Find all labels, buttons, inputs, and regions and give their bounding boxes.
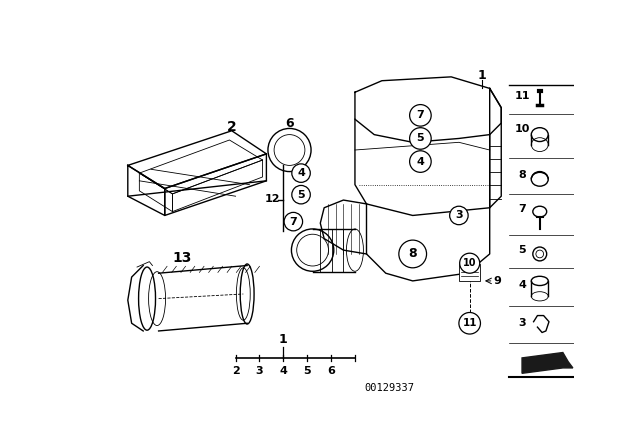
Text: 7: 7 <box>518 204 526 214</box>
Circle shape <box>284 212 303 231</box>
Text: 5: 5 <box>303 366 311 376</box>
Text: 8: 8 <box>408 247 417 260</box>
Text: 3: 3 <box>518 318 526 328</box>
Polygon shape <box>522 353 573 373</box>
FancyBboxPatch shape <box>459 264 481 281</box>
Circle shape <box>410 104 431 126</box>
Text: 10: 10 <box>463 258 476 268</box>
Circle shape <box>399 240 427 268</box>
Text: 11: 11 <box>463 318 477 328</box>
Text: 11: 11 <box>515 91 530 101</box>
Text: 5: 5 <box>417 134 424 143</box>
Text: 12: 12 <box>265 194 280 203</box>
Text: 5: 5 <box>297 190 305 200</box>
Circle shape <box>450 206 468 225</box>
Text: 00129337: 00129337 <box>365 383 415 393</box>
Circle shape <box>410 151 431 172</box>
Text: 5: 5 <box>518 245 526 255</box>
Circle shape <box>410 128 431 149</box>
Text: 3: 3 <box>255 366 263 376</box>
Text: 6: 6 <box>327 366 335 376</box>
Text: 7: 7 <box>289 217 297 227</box>
Text: 9: 9 <box>493 276 501 286</box>
Text: 6: 6 <box>285 116 294 129</box>
Text: 4: 4 <box>518 280 526 290</box>
Text: 4: 4 <box>417 156 424 167</box>
Circle shape <box>459 313 481 334</box>
Text: 2: 2 <box>232 366 239 376</box>
Text: 8: 8 <box>518 170 526 181</box>
Text: 7: 7 <box>417 110 424 121</box>
Text: 3: 3 <box>455 211 463 220</box>
Circle shape <box>460 253 480 273</box>
Text: 4: 4 <box>280 366 287 376</box>
Text: 13: 13 <box>172 251 191 265</box>
Circle shape <box>292 164 310 182</box>
Text: 1: 1 <box>477 69 486 82</box>
Text: 4: 4 <box>297 168 305 178</box>
Text: 1: 1 <box>279 332 288 345</box>
Circle shape <box>292 185 310 204</box>
Text: 2: 2 <box>227 120 237 134</box>
Text: 10: 10 <box>515 124 530 134</box>
